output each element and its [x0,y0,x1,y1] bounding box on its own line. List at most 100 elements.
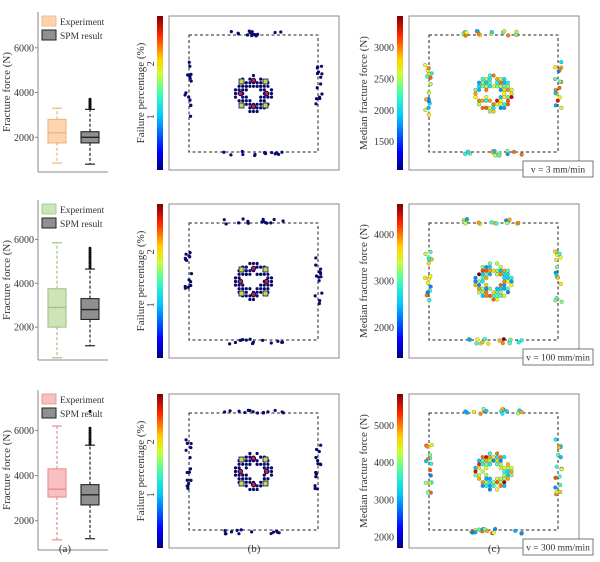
data-point [270,150,274,155]
data-point [492,149,497,154]
data-point [502,455,507,460]
data-point [255,451,259,456]
y-tick-label: 4000 [14,88,34,99]
data-point [426,66,431,71]
data-point [502,105,507,110]
data-point [244,290,248,294]
data-point [241,287,245,291]
data-point [427,297,432,303]
hotspot-point [262,102,269,109]
data-point [509,473,514,478]
data-point [491,84,496,89]
data-point [487,293,492,298]
data-point [477,272,482,277]
data-point [480,98,485,103]
data-point [188,455,192,460]
outlier-spm [88,97,92,101]
data-point [505,268,510,273]
data-point [477,102,482,107]
data-point [189,79,193,83]
data-point [477,98,482,103]
data-point [484,462,489,467]
outlier-spm [88,409,92,413]
data-point [189,441,193,446]
data-point [505,290,510,295]
data-point [279,30,283,34]
data-point [480,458,485,463]
hotspot-point [238,102,245,109]
hotspot-point [237,278,244,285]
data-point [259,95,263,99]
velocity-annotation: v = 300 mm/min [526,544,590,554]
data-point [427,480,432,485]
data-point [502,102,507,107]
data-point [248,109,252,114]
data-point [495,77,500,82]
legend-swatch-spm [41,217,57,229]
data-point [491,483,496,488]
data-point [502,293,507,298]
data-point [477,290,482,295]
data-point [241,95,245,99]
data-point [262,99,266,103]
data-point [507,217,512,222]
data-point [244,81,248,85]
data-point [316,462,320,466]
hotspot-point [238,480,245,487]
panel-label-c: (c) [488,543,501,555]
data-point [477,279,482,284]
data-point [487,272,492,277]
legend-swatch-spm [41,407,57,419]
data-point [237,84,241,88]
data-point [484,98,489,103]
colorbar [157,204,163,358]
data-point [237,477,241,481]
data-point [500,411,505,416]
data-point [463,221,468,226]
data-point [508,337,513,342]
data-point [251,73,256,78]
data-point [315,86,319,90]
data-point [516,340,521,345]
data-point [269,88,274,92]
data-point [505,473,510,478]
data-point [314,263,318,267]
data-point [318,270,322,274]
data-point [553,298,558,303]
data-point [184,438,188,442]
legend-swatch-spm [41,29,57,41]
data-point [553,77,558,82]
data-point [426,105,431,110]
data-point [509,283,514,288]
data-point [259,99,263,103]
colorbar-tick-label: 3000 [374,277,394,288]
data-point [426,256,431,262]
data-point [241,84,245,88]
data-point [491,109,496,114]
data-point [553,249,558,254]
data-point [233,91,238,96]
specimen-outline [428,412,559,531]
hotspot-point [238,456,245,463]
data-point [237,287,241,291]
data-point [482,337,487,342]
data-point [484,458,489,463]
colorbar-tick-label: 2000 [374,323,394,334]
data-point [482,527,487,532]
data-point [498,105,503,110]
specimen-outline [188,34,319,153]
data-point [273,408,277,413]
plot-frame [408,15,580,171]
colorbar-tick-label: 2000 [374,106,394,117]
data-point [248,480,252,484]
data-point [502,465,507,470]
data-point [509,275,514,280]
data-point [245,33,250,37]
data-point [505,465,510,470]
data-point [266,462,270,466]
data-point [259,480,263,484]
data-point [255,411,260,415]
data-point [189,272,194,276]
specimen-outline [188,412,319,531]
data-point [313,294,317,298]
